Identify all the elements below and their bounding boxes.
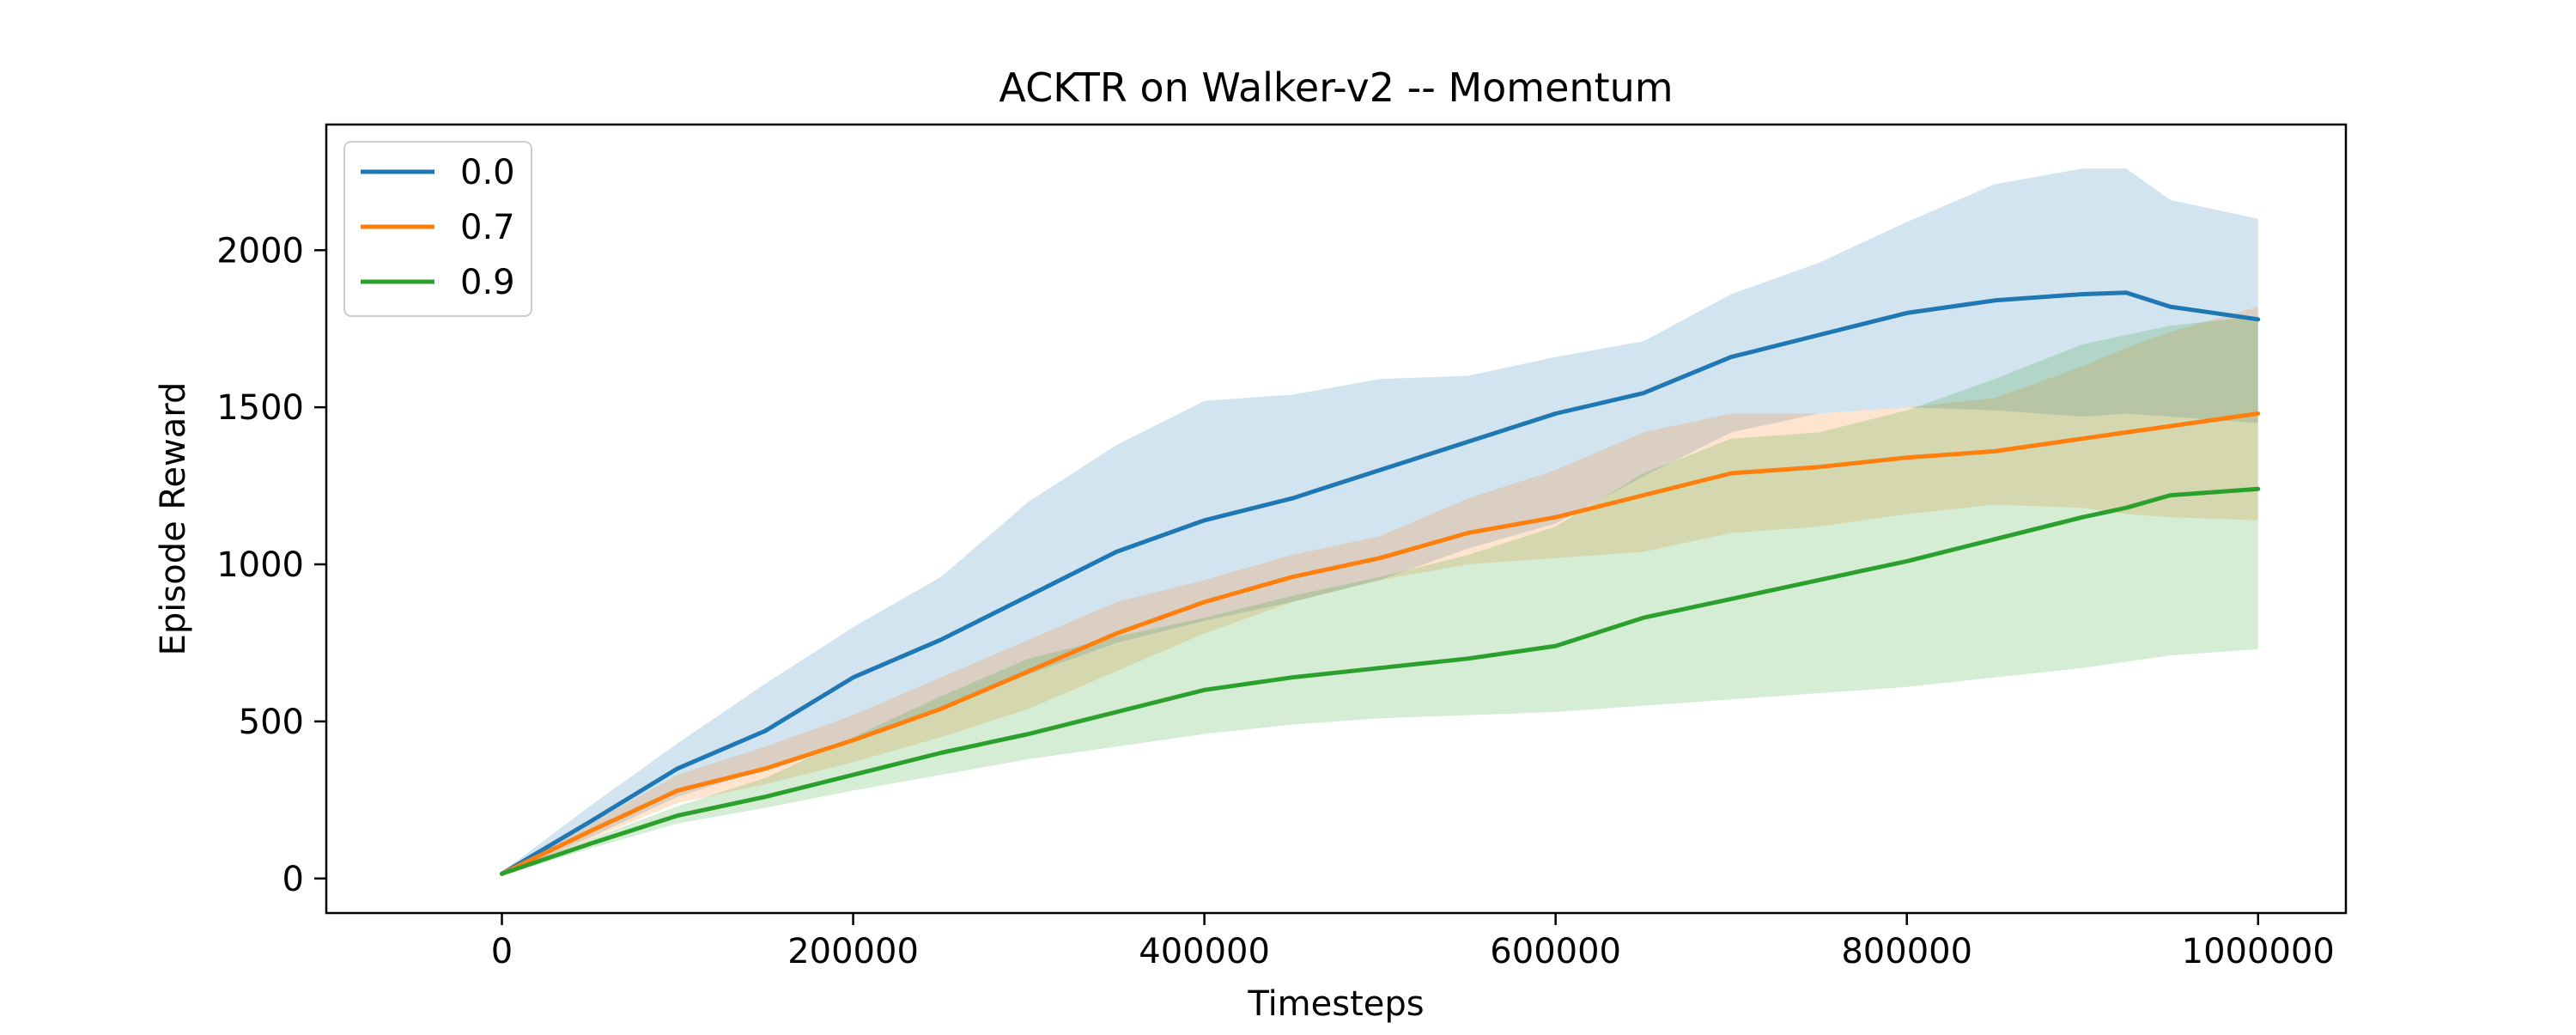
x-tick-label: 800000	[1841, 932, 1972, 971]
band-series-1	[501, 307, 2258, 876]
series-lines	[500, 290, 2261, 876]
x-axis: 0 200000 400000 600000 800000 1000000	[491, 913, 2335, 971]
x-axis-label: Timesteps	[1247, 984, 1424, 1024]
y-tick-label: 1500	[216, 388, 304, 428]
band-series-0	[501, 168, 2258, 876]
x-tick-label: 0	[491, 932, 513, 971]
line-series-1	[500, 411, 2261, 876]
y-tick-label: 1000	[216, 545, 304, 585]
legend: 0.0 0.7 0.9	[343, 141, 532, 317]
y-tick-label: 2000	[216, 231, 304, 271]
line-series-0	[500, 290, 2261, 876]
legend-box	[343, 141, 532, 317]
y-axis: 0 500 1000 1500 2000	[216, 231, 326, 899]
x-tick-label: 200000	[787, 932, 919, 971]
plot-frame	[325, 123, 2348, 915]
x-tick-label: 600000	[1490, 932, 1621, 971]
band-series-2	[501, 316, 2258, 876]
chart-title: ACKTR on Walker-v2 -- Momentum	[999, 64, 1673, 111]
legend-items: 0.0 0.7 0.9	[361, 153, 515, 302]
legend-label-2: 0.9	[460, 263, 515, 302]
legend-label-1: 0.7	[460, 208, 515, 247]
line-series-2	[500, 486, 2261, 876]
y-tick-label: 0	[283, 860, 304, 899]
y-axis-label: Episode Reward	[154, 382, 193, 656]
x-tick-label: 400000	[1139, 932, 1270, 971]
x-tick-label: 1000000	[2182, 932, 2335, 971]
confidence-bands	[501, 168, 2258, 876]
legend-label-0: 0.0	[460, 153, 515, 192]
y-tick-label: 500	[239, 703, 304, 742]
